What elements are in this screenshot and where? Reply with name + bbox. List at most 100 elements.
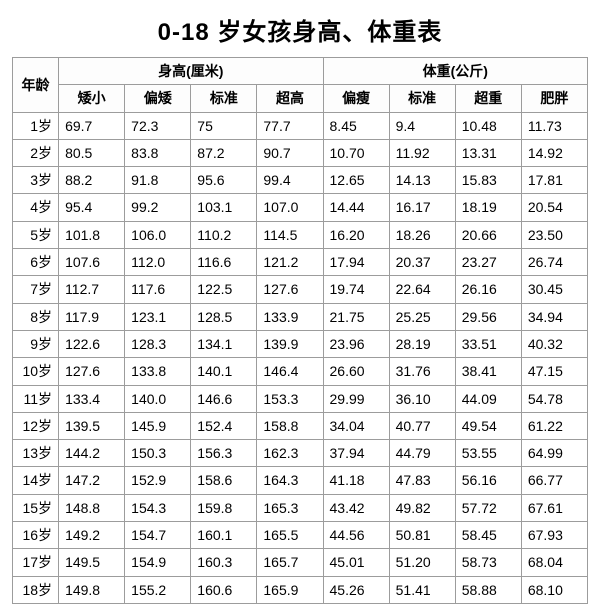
cell-weight: 14.44 <box>323 194 389 221</box>
cell-weight: 64.99 <box>521 440 587 467</box>
cell-age: 10岁 <box>13 358 59 385</box>
cell-height: 77.7 <box>257 112 323 139</box>
cell-weight: 14.92 <box>521 139 587 166</box>
cell-weight: 26.74 <box>521 249 587 276</box>
cell-weight: 40.32 <box>521 330 587 357</box>
cell-height: 107.0 <box>257 194 323 221</box>
cell-height: 148.8 <box>59 494 125 521</box>
cell-weight: 34.04 <box>323 412 389 439</box>
cell-height: 95.4 <box>59 194 125 221</box>
cell-age: 7岁 <box>13 276 59 303</box>
table-row: 2岁80.583.887.290.710.7011.9213.3114.92 <box>13 139 588 166</box>
cell-weight: 19.74 <box>323 276 389 303</box>
cell-weight: 38.41 <box>455 358 521 385</box>
cell-height: 99.2 <box>125 194 191 221</box>
cell-height: 139.5 <box>59 412 125 439</box>
cell-height: 156.3 <box>191 440 257 467</box>
cell-weight: 49.82 <box>389 494 455 521</box>
cell-weight: 30.45 <box>521 276 587 303</box>
cell-weight: 20.54 <box>521 194 587 221</box>
cell-height: 160.1 <box>191 522 257 549</box>
cell-weight: 20.66 <box>455 221 521 248</box>
cell-weight: 18.19 <box>455 194 521 221</box>
cell-height: 150.3 <box>125 440 191 467</box>
cell-weight: 44.79 <box>389 440 455 467</box>
cell-age: 4岁 <box>13 194 59 221</box>
cell-weight: 20.37 <box>389 249 455 276</box>
cell-age: 8岁 <box>13 303 59 330</box>
cell-weight: 25.25 <box>389 303 455 330</box>
cell-age: 16岁 <box>13 522 59 549</box>
cell-weight: 57.72 <box>455 494 521 521</box>
col-height-group: 身高(厘米) <box>59 58 323 85</box>
cell-weight: 47.83 <box>389 467 455 494</box>
cell-height: 87.2 <box>191 139 257 166</box>
table-row: 8岁117.9123.1128.5133.921.7525.2529.5634.… <box>13 303 588 330</box>
cell-weight: 47.15 <box>521 358 587 385</box>
cell-weight: 68.10 <box>521 576 587 603</box>
table-row: 11岁133.4140.0146.6153.329.9936.1044.0954… <box>13 385 588 412</box>
cell-height: 133.4 <box>59 385 125 412</box>
col-weight-over: 超重 <box>455 85 521 112</box>
cell-weight: 53.55 <box>455 440 521 467</box>
cell-weight: 16.20 <box>323 221 389 248</box>
cell-height: 149.5 <box>59 549 125 576</box>
cell-height: 158.8 <box>257 412 323 439</box>
table-row: 17岁149.5154.9160.3165.745.0151.2058.7368… <box>13 549 588 576</box>
cell-height: 155.2 <box>125 576 191 603</box>
cell-height: 83.8 <box>125 139 191 166</box>
cell-weight: 31.76 <box>389 358 455 385</box>
cell-height: 165.3 <box>257 494 323 521</box>
cell-weight: 41.18 <box>323 467 389 494</box>
cell-weight: 21.75 <box>323 303 389 330</box>
cell-weight: 15.83 <box>455 167 521 194</box>
cell-weight: 11.73 <box>521 112 587 139</box>
cell-height: 145.9 <box>125 412 191 439</box>
cell-age: 14岁 <box>13 467 59 494</box>
cell-age: 5岁 <box>13 221 59 248</box>
cell-height: 99.4 <box>257 167 323 194</box>
cell-weight: 17.94 <box>323 249 389 276</box>
cell-age: 6岁 <box>13 249 59 276</box>
cell-age: 2岁 <box>13 139 59 166</box>
cell-height: 90.7 <box>257 139 323 166</box>
col-age: 年龄 <box>13 58 59 113</box>
cell-height: 139.9 <box>257 330 323 357</box>
table-row: 4岁95.499.2103.1107.014.4416.1718.1920.54 <box>13 194 588 221</box>
cell-weight: 54.78 <box>521 385 587 412</box>
table-row: 1岁69.772.37577.78.459.410.4811.73 <box>13 112 588 139</box>
cell-weight: 51.41 <box>389 576 455 603</box>
cell-height: 106.0 <box>125 221 191 248</box>
page-title: 0-18 岁女孩身高、体重表 <box>12 12 588 47</box>
cell-height: 133.8 <box>125 358 191 385</box>
cell-weight: 22.64 <box>389 276 455 303</box>
cell-height: 117.9 <box>59 303 125 330</box>
cell-height: 158.6 <box>191 467 257 494</box>
cell-weight: 23.27 <box>455 249 521 276</box>
cell-weight: 13.31 <box>455 139 521 166</box>
cell-height: 160.3 <box>191 549 257 576</box>
cell-height: 127.6 <box>257 276 323 303</box>
cell-height: 127.6 <box>59 358 125 385</box>
cell-weight: 58.88 <box>455 576 521 603</box>
growth-table: 年龄 身高(厘米) 体重(公斤) 矮小 偏矮 标准 超高 偏瘦 标准 超重 肥胖… <box>12 57 588 604</box>
cell-age: 12岁 <box>13 412 59 439</box>
cell-weight: 49.54 <box>455 412 521 439</box>
col-height-tall: 超高 <box>257 85 323 112</box>
cell-height: 112.0 <box>125 249 191 276</box>
cell-height: 128.3 <box>125 330 191 357</box>
table-row: 7岁112.7117.6122.5127.619.7422.6426.1630.… <box>13 276 588 303</box>
cell-height: 149.2 <box>59 522 125 549</box>
cell-age: 3岁 <box>13 167 59 194</box>
cell-weight: 14.13 <box>389 167 455 194</box>
cell-weight: 17.81 <box>521 167 587 194</box>
table-row: 15岁148.8154.3159.8165.343.4249.8257.7267… <box>13 494 588 521</box>
col-height-short: 矮小 <box>59 85 125 112</box>
cell-height: 154.3 <box>125 494 191 521</box>
cell-height: 154.9 <box>125 549 191 576</box>
cell-weight: 18.26 <box>389 221 455 248</box>
cell-weight: 23.50 <box>521 221 587 248</box>
cell-height: 152.4 <box>191 412 257 439</box>
cell-height: 152.9 <box>125 467 191 494</box>
cell-height: 101.8 <box>59 221 125 248</box>
